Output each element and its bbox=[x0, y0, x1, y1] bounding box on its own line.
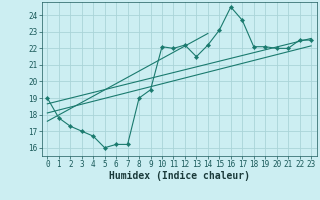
X-axis label: Humidex (Indice chaleur): Humidex (Indice chaleur) bbox=[109, 171, 250, 181]
